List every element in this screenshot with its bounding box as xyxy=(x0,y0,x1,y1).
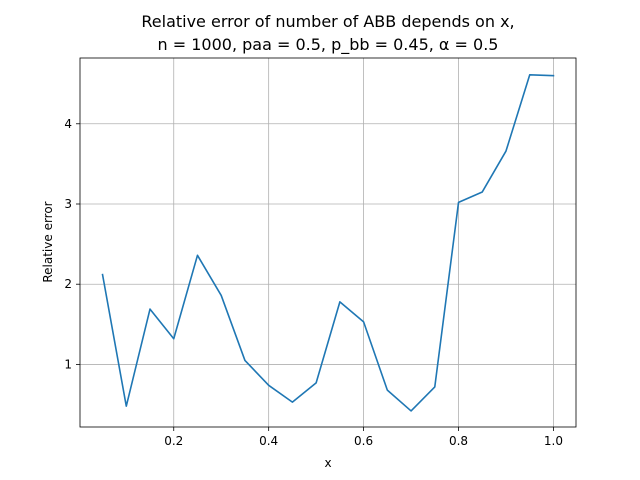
chart-title-line-1: Relative error of number of ABB depends … xyxy=(141,12,514,31)
series-layer xyxy=(101,74,555,412)
y-tick-label: 4 xyxy=(64,117,72,131)
x-tick-label: 1.0 xyxy=(544,434,563,448)
plot-frame xyxy=(79,57,577,428)
x-tick-label: 0.4 xyxy=(259,434,278,448)
y-tick-label: 1 xyxy=(64,357,72,371)
series-line xyxy=(101,74,555,412)
x-axis-label: x xyxy=(324,456,331,470)
x-tick-label: 0.8 xyxy=(449,434,468,448)
x-tick-label: 0.2 xyxy=(164,434,183,448)
x-tick-label: 0.6 xyxy=(354,434,373,448)
y-tick-label: 2 xyxy=(64,277,72,291)
grid xyxy=(80,58,576,427)
y-tick-label: 3 xyxy=(64,197,72,211)
chart-title-line-2: n = 1000, paa = 0.5, p_bb = 0.45, α = 0.… xyxy=(158,35,499,55)
y-axis-label: Relative error xyxy=(41,201,55,282)
axis-ticks: 0.2 0.4 0.6 0.8 1.0 1 2 3 4 xyxy=(64,117,563,448)
